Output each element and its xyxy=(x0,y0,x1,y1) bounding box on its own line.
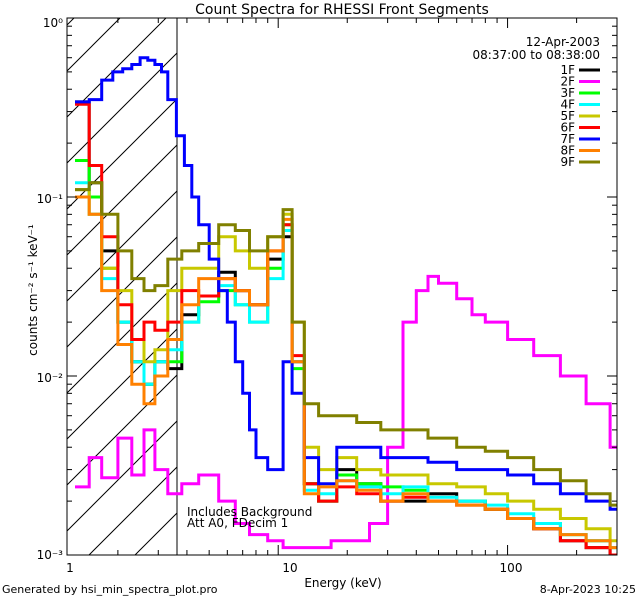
y-tick-label-0.01: 10⁻² xyxy=(37,371,64,385)
x-tick-label-100: 100 xyxy=(500,561,523,575)
series-line-8F xyxy=(75,195,617,550)
legend-label-7F: 7F xyxy=(560,132,575,146)
x-axis-label: Energy (keV) xyxy=(304,576,381,590)
x-tick-label-10: 10 xyxy=(282,561,297,575)
time-range-label: 08:37:00 to 08:38:00 xyxy=(473,48,600,62)
legend-label-3F: 3F xyxy=(560,86,575,100)
date-label: 12-Apr-2003 xyxy=(526,35,600,49)
x-axis-ticks xyxy=(117,18,618,555)
legend-label-6F: 6F xyxy=(560,121,575,135)
series-line-2F xyxy=(75,274,617,550)
y-tick-label-0.001: 10⁻³ xyxy=(37,548,64,562)
x-tick-label-1: 1 xyxy=(66,561,74,575)
annotation-attenuator: Att A0, FDecim 1 xyxy=(187,516,288,530)
y-axis-label: counts cm⁻² s⁻¹ keV⁻¹ xyxy=(26,224,40,356)
series-layer xyxy=(75,56,617,555)
footer-timestamp: 8-Apr-2023 10:25 xyxy=(539,583,636,596)
y-tick-label-0.1: 10⁻¹ xyxy=(37,192,64,206)
chart-title: Count Spectra for RHESSI Front Segments xyxy=(195,2,489,18)
series-line-9F xyxy=(75,181,617,507)
y-axis-ticks xyxy=(67,17,617,556)
annotation-background: Includes Background xyxy=(187,505,312,519)
plot-frame xyxy=(66,17,618,556)
y-tick-label-1: 10⁰ xyxy=(43,16,63,30)
series-line-7F xyxy=(75,56,617,511)
legend-label-9F: 9F xyxy=(560,155,575,169)
legend-label-2F: 2F xyxy=(560,75,575,89)
legend-label-5F: 5F xyxy=(560,109,575,123)
legend-label-1F: 1F xyxy=(560,63,575,77)
footer-generated-by: Generated by hsi_min_spectra_plot.pro xyxy=(2,583,218,596)
legend-label-4F: 4F xyxy=(560,98,575,112)
legend-label-8F: 8F xyxy=(560,144,575,158)
